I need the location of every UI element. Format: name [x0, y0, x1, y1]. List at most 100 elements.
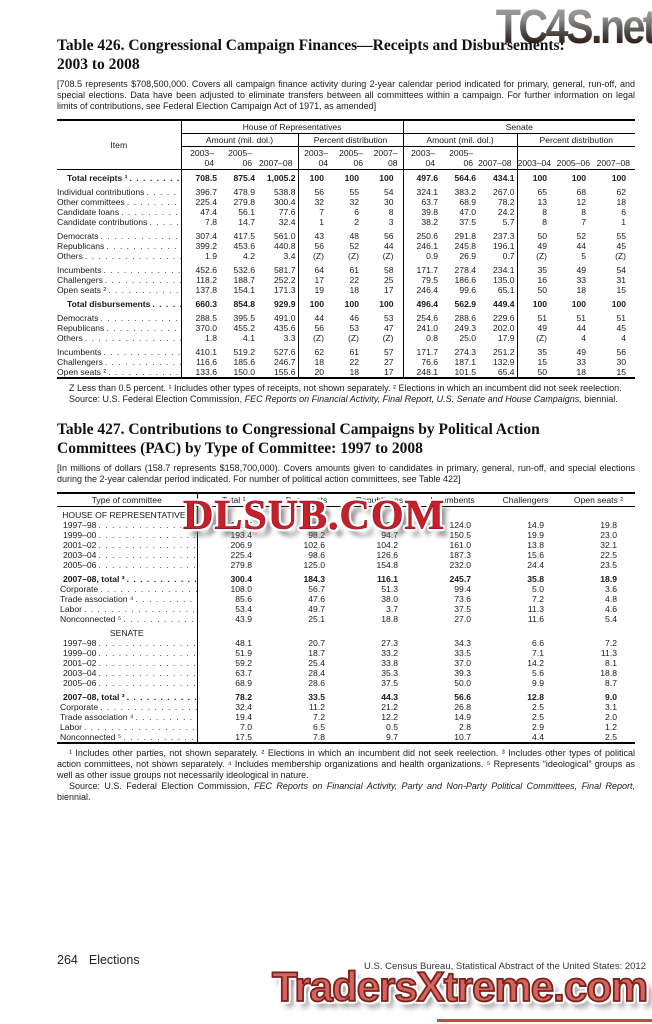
row-label: Trade association ⁴. . . . . . . . . . .… — [60, 712, 197, 722]
cell: 383.2 — [454, 187, 477, 197]
cell: (Z) — [348, 251, 359, 261]
cell: 6 — [354, 207, 359, 217]
row-label: 1997–98. . . . . . . . . . . . . . . . .… — [63, 638, 197, 648]
cell: 48 — [349, 231, 359, 241]
cell: 38.2 — [402, 217, 441, 227]
source-italic: FEC Reports on Financial Activity, Final… — [244, 394, 582, 404]
cell: 17 — [383, 285, 394, 295]
section-row: HOUSE OF REPRESENTATIVES — [57, 506, 635, 521]
cell: 1 — [621, 217, 627, 227]
cell: 98.2 — [308, 530, 325, 540]
cell: 8.7 — [605, 678, 617, 688]
cell: 32 — [349, 197, 359, 207]
cell: 4.8 — [605, 594, 617, 604]
cell: 16 — [516, 275, 557, 285]
cell: 3 — [388, 217, 394, 227]
cell: 43 — [297, 227, 333, 241]
cell: 875.4 — [233, 173, 255, 183]
table-row: Candidate loans. . . . . . . . . . . . .… — [57, 207, 635, 217]
table-426-title-line2: 2003 to 2008 — [57, 56, 140, 73]
table-row: Others. . . . . . . . . . . . . . . . . … — [57, 251, 635, 261]
cell: (Z) — [297, 333, 333, 343]
cell: 39.8 — [402, 207, 441, 217]
cell: 18.8 — [600, 668, 617, 678]
cell: 154.8 — [376, 560, 398, 570]
cell: 27.0 — [454, 614, 471, 624]
cell: 56 — [616, 347, 627, 357]
cell: 1,005.2 — [266, 173, 296, 183]
cell: 18 — [616, 197, 627, 207]
table-row: 2003–04. . . . . . . . . . . . . . . . .… — [57, 668, 635, 678]
row-label: Others. . . . . . . . . . . . . . . . . … — [57, 251, 181, 261]
cell: 532.6 — [233, 265, 255, 275]
table-426-title: Table 426. Congressional Campaign Financ… — [57, 36, 635, 74]
cell: 171.7 — [402, 261, 441, 275]
row-label: 1999–00. . . . . . . . . . . . . . . . .… — [63, 530, 197, 540]
cell: 2.0 — [605, 712, 617, 722]
row-label: Total disbursements. . . . . . . . . . .… — [67, 299, 181, 309]
cell: (Z) — [516, 333, 557, 343]
cell: 291.8 — [454, 231, 477, 241]
cell: 54 — [383, 187, 394, 197]
year-header: 2007–08 — [368, 146, 404, 170]
cell: 225.4 — [180, 197, 219, 207]
cell: 25.4 — [308, 658, 325, 668]
row-label: 2005–06. . . . . . . . . . . . . . . . .… — [63, 678, 197, 688]
cell: (Z) — [516, 251, 557, 261]
cell: 68.9 — [459, 197, 477, 207]
cell: 562.9 — [454, 299, 477, 309]
cell: (Z) — [297, 251, 333, 261]
table-row: Republicans. . . . . . . . . . . . . . .… — [57, 241, 635, 251]
cell: 11.3 — [527, 604, 544, 614]
year-header: 2003–04 — [180, 146, 219, 170]
cell: (Z) — [348, 333, 359, 343]
cell: 49 — [576, 347, 587, 357]
challengers-header: Challengers — [489, 493, 562, 507]
cell: 46 — [349, 313, 359, 323]
cell: 8 — [516, 207, 557, 217]
cell: 6.6 — [532, 638, 544, 648]
empty-cell — [489, 507, 562, 521]
cell: 250.6 — [402, 227, 441, 241]
cell: 1.9 — [180, 251, 219, 261]
cell: 25 — [383, 275, 394, 285]
cell: 241.0 — [402, 323, 441, 333]
cell: 17 — [383, 367, 394, 377]
cell: 39.3 — [454, 668, 471, 678]
cell: 15 — [616, 367, 627, 377]
cell: 51 — [516, 309, 557, 323]
cell: 13 — [516, 197, 557, 207]
cell: 150.5 — [449, 530, 471, 540]
row-label: Others. . . . . . . . . . . . . . . . . … — [57, 333, 181, 343]
cell: 56.7 — [308, 584, 325, 594]
cell: 440.8 — [273, 241, 296, 251]
row-label: 2001–02. . . . . . . . . . . . . . . . .… — [63, 658, 197, 668]
cell: 7.0 — [196, 722, 270, 732]
cell: 34.3 — [454, 638, 471, 648]
cell: 44 — [576, 323, 587, 333]
cell: 300.4 — [196, 570, 270, 584]
cell: 18 — [349, 285, 359, 295]
cell: 161.0 — [449, 540, 471, 550]
year-header: 2003–04 — [516, 146, 557, 170]
cell: 49 — [576, 265, 587, 275]
cell: 35 — [516, 343, 557, 357]
table-row: Total receipts ¹. . . . . . . . . . . . … — [57, 169, 635, 183]
cell: 7.8 — [313, 732, 325, 742]
table-426-bracket-note: [708.5 represents $708,500,000. Covers a… — [57, 79, 635, 111]
cell: 100 — [344, 173, 359, 183]
empty-cell — [196, 506, 270, 520]
census-source-line: U.S. Census Bureau, Statistical Abstract… — [364, 961, 646, 972]
group-header-row: Item House of Representatives Senate — [57, 120, 636, 170]
cell: 12.8 — [527, 692, 544, 702]
section-label: HOUSE OF REPRESENTATIVES — [62, 510, 192, 520]
cell: 14.2 — [527, 658, 544, 668]
cell: 73.6 — [454, 594, 471, 604]
row-label: Total receipts ¹. . . . . . . . . . . . … — [67, 173, 181, 183]
cell: 78.2 — [196, 688, 270, 702]
cell: 251.2 — [493, 347, 515, 357]
cell: 102.6 — [303, 540, 325, 550]
table-row: Labor. . . . . . . . . . . . . . . . . .… — [57, 722, 635, 732]
cell: 100 — [344, 299, 359, 309]
